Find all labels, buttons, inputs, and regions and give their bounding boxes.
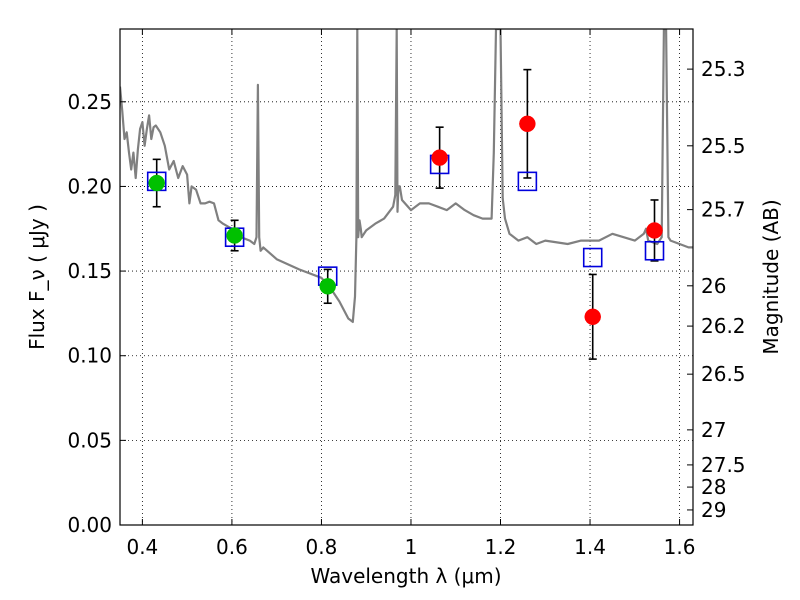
right-tick-label: 27.5 xyxy=(701,453,746,477)
x-tick-label: 1 xyxy=(405,535,418,559)
right-tick-label: 26.2 xyxy=(701,314,746,338)
x-axis-label: Wavelength λ (μm) xyxy=(310,564,501,588)
right-tick-label: 27 xyxy=(701,418,726,442)
red-data-point xyxy=(519,115,536,133)
y-tick-label: 0.05 xyxy=(67,428,112,452)
points-layer xyxy=(146,115,665,326)
x-tick-label: 0.8 xyxy=(306,535,338,559)
y-tick-label: 0.20 xyxy=(67,174,112,198)
green-data-point xyxy=(319,278,336,295)
y-axis-label: Flux F_ν ( μJy ) xyxy=(25,204,49,350)
x-tick-label: 0.6 xyxy=(216,535,248,559)
green-data-point xyxy=(148,174,165,192)
x-tick-label: 1.2 xyxy=(485,535,517,559)
model-spectrum-layer xyxy=(120,29,693,323)
y-tick-label: 0.15 xyxy=(67,259,112,283)
ticks-layer: 0.4 0.6 0.8 1 1.2 1.4 1.6 0.00 0.05 0.10 0.15 0.20 0… xyxy=(67,29,746,559)
y-tick-label: 0.00 xyxy=(67,513,112,537)
x-tick-label: 1.4 xyxy=(574,535,606,559)
green-data-point xyxy=(226,227,243,244)
x-tick-label: 0.4 xyxy=(126,535,158,559)
plot-background xyxy=(120,29,693,525)
plot-frame xyxy=(119,28,694,526)
red-data-point xyxy=(646,222,663,239)
model-photometry-square xyxy=(517,171,538,192)
x-tick-label: 1.6 xyxy=(664,535,696,559)
right-tick-label: 29 xyxy=(701,498,726,522)
right-tick-label: 25.7 xyxy=(701,198,746,222)
y-axis-right-label: Magnitude (AB) xyxy=(759,199,783,354)
model-spectrum-line xyxy=(120,29,693,323)
right-tick-label: 25.5 xyxy=(701,134,746,158)
right-tick-label: 25.3 xyxy=(701,57,746,81)
model-photometry-square xyxy=(582,247,603,268)
right-tick-label: 26 xyxy=(701,274,726,298)
red-data-point xyxy=(584,308,601,326)
red-data-point xyxy=(431,149,448,166)
y-tick-label: 0.25 xyxy=(67,90,112,114)
right-tick-label: 28 xyxy=(701,475,726,499)
model-photometry-square xyxy=(644,240,665,261)
right-tick-label: 26.5 xyxy=(701,362,746,386)
y-tick-label: 0.10 xyxy=(67,344,112,368)
